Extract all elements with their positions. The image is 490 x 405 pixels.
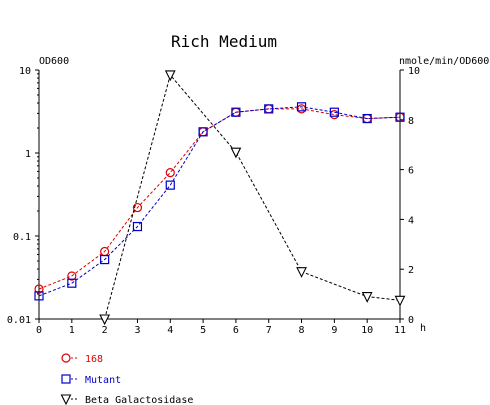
data-point-square <box>198 127 208 137</box>
x-tick-label: 9 <box>331 325 337 336</box>
data-point-circle <box>61 353 71 363</box>
y-left-tick-label: 0.1 <box>13 232 31 243</box>
data-point-triangle <box>361 292 373 303</box>
data-point-triangle <box>296 267 307 278</box>
data-point-triangle <box>164 70 176 82</box>
x-tick-label: 7 <box>266 325 272 336</box>
y-right-tick-label: 4 <box>408 215 414 226</box>
series-line <box>38 108 401 290</box>
y-left-tick-label: 1 <box>25 149 31 160</box>
data-point-square <box>34 291 44 301</box>
y-left-axis-label: OD600 <box>39 56 69 67</box>
x-tick-label: 10 <box>361 325 373 336</box>
data-point-circle <box>67 271 77 281</box>
data-point-square <box>231 107 241 117</box>
series-mutant <box>34 102 405 301</box>
data-point-triangle <box>394 295 406 307</box>
data-point-square <box>61 374 71 384</box>
x-tick-label: 3 <box>134 325 140 336</box>
y-right-tick-label: 2 <box>408 265 414 276</box>
legend-entry: Mutant <box>61 374 121 386</box>
data-point-square <box>264 104 274 114</box>
chart-title: Rich Medium <box>171 32 277 51</box>
data-point-triangle <box>60 394 72 405</box>
data-point-triangle <box>230 147 242 159</box>
y-left-tick-label: 0.01 <box>7 315 31 326</box>
y-right-tick-label: 10 <box>408 66 420 77</box>
x-axis-unit-label: h <box>420 323 426 334</box>
data-point-square <box>132 221 143 232</box>
x-tick-label: 11 <box>394 325 406 336</box>
data-point-square <box>395 112 405 122</box>
y-left-tick-label: 10 <box>19 66 31 77</box>
series-layer <box>34 70 406 326</box>
legend-label: Beta Galactosidase <box>85 395 193 405</box>
data-point-circle <box>165 168 175 178</box>
x-tick-label: 0 <box>36 325 42 336</box>
legend-label: Mutant <box>85 375 121 386</box>
legend: 168 Mutant Beta Galactosidase <box>60 353 193 405</box>
axis-ticks: 0 1 2 3 4 5 6 7 8 9 10 11 10 1 0.1 0.01 10 8 6 4 2 0 <box>7 66 420 336</box>
series-168 <box>34 104 405 294</box>
data-point-circle <box>132 202 143 213</box>
data-point-square <box>296 102 307 112</box>
data-point-square <box>329 107 339 117</box>
x-tick-label: 2 <box>102 325 108 336</box>
x-tick-label: 8 <box>299 325 305 336</box>
data-point-square <box>165 180 175 190</box>
data-point-circle <box>34 284 44 294</box>
x-tick-label: 1 <box>69 325 75 336</box>
y-right-tick-label: 8 <box>408 116 414 127</box>
y-right-axis-label: nmole/min/OD600 <box>399 56 489 67</box>
data-point-triangle <box>99 314 111 326</box>
x-tick-label: 4 <box>167 325 173 336</box>
legend-entry: 168 <box>61 353 103 365</box>
series-beta-galactosidase <box>99 70 406 326</box>
series-line <box>104 73 401 320</box>
data-point-square <box>362 113 372 124</box>
x-tick-label: 5 <box>200 325 206 336</box>
data-point-square <box>67 278 77 288</box>
data-point-square <box>100 254 110 265</box>
legend-entry: Beta Galactosidase <box>60 394 193 405</box>
legend-label: 168 <box>85 354 103 365</box>
series-line <box>38 106 401 297</box>
y-right-tick-label: 6 <box>408 166 414 177</box>
y-right-tick-label: 0 <box>408 315 414 326</box>
x-tick-label: 6 <box>233 325 239 336</box>
